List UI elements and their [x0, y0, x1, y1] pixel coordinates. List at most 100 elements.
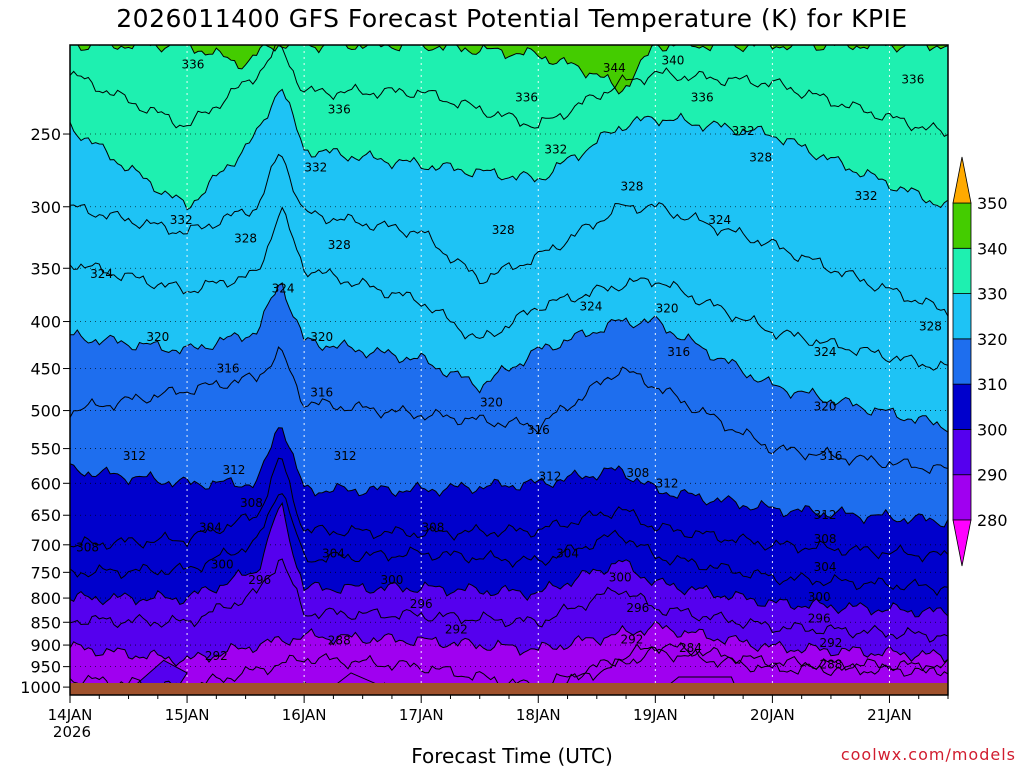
isentrope-316	[70, 346, 948, 475]
y-tick-label: 450	[30, 360, 61, 379]
y-tick-label: 750	[30, 563, 61, 582]
colorbar-segment	[952, 383, 972, 430]
y-tick-label: 550	[30, 440, 61, 459]
contour-label: 324	[579, 299, 602, 313]
contour-label: 300	[380, 573, 403, 587]
grid-lines	[70, 45, 948, 695]
contour-label: 328	[234, 232, 257, 246]
contour-label: 308	[814, 532, 837, 546]
contour-label: 336	[901, 72, 924, 86]
x-tick-label: 16JAN	[282, 706, 327, 724]
contour-label: 284	[679, 641, 702, 655]
colorbar-segment	[952, 338, 972, 385]
contour-label: 336	[691, 90, 714, 104]
ground-surface	[70, 683, 948, 695]
contour-label: 320	[310, 330, 333, 344]
isentrope-304	[70, 493, 948, 597]
contour-label: 324	[90, 267, 113, 281]
contour-label: 320	[656, 301, 679, 315]
x-tick-label: 14JAN	[48, 706, 93, 724]
y-tick-label: 250	[30, 125, 61, 144]
contour-label: 312	[334, 449, 357, 463]
contour-label: 336	[515, 90, 538, 104]
colorbar-label: 350	[977, 194, 1008, 213]
y-tick-label: 700	[30, 536, 61, 555]
y-tick-label: 900	[30, 636, 61, 655]
contour-label: 296	[248, 573, 271, 587]
colorbar-segment	[952, 247, 972, 294]
isentrope-324	[70, 206, 948, 371]
isentrope-312	[70, 427, 948, 528]
contour-label: 328	[328, 238, 351, 252]
contour-label: 316	[527, 423, 550, 437]
contour-label: 308	[240, 496, 263, 510]
isentrope-296	[70, 558, 948, 643]
contour-label: 324	[708, 213, 731, 227]
y-tick-label: 300	[30, 198, 61, 217]
contour-label: 328	[919, 319, 942, 333]
contour-label: 312	[814, 508, 837, 522]
contour-label: 288	[328, 634, 351, 648]
x-tick-label: 21JAN	[867, 706, 912, 724]
y-axis: 250 300 350 400 450 500 550 600 650 700 750 800 850 9…	[20, 125, 70, 697]
contour-label: 292	[445, 623, 468, 637]
y-tick-label: 850	[30, 613, 61, 632]
isentrope-340	[70, 45, 948, 95]
isentrope-292	[70, 620, 948, 667]
y-tick-label: 950	[30, 658, 61, 677]
contour-label: 320	[480, 396, 503, 410]
isentrope-308	[70, 457, 948, 563]
contour-label: 292	[819, 636, 842, 650]
contour-label: 312	[123, 449, 146, 463]
band-above-332	[70, 45, 948, 210]
colorbar-segment	[952, 474, 972, 521]
isentrope-328	[70, 153, 948, 317]
contour-label: 328	[620, 179, 643, 193]
band-above-340	[70, 45, 948, 94]
x-tick-year: 2026	[53, 723, 91, 741]
contour-label: 304	[556, 546, 579, 560]
x-tick-label: 15JAN	[165, 706, 210, 724]
isentrope-300	[70, 501, 948, 618]
contour-label: 344	[603, 61, 626, 75]
contour-label: 308	[421, 520, 444, 534]
x-tick-label: 20JAN	[750, 706, 795, 724]
y-tick-label: 400	[30, 313, 61, 332]
filled-contours	[70, 45, 948, 695]
source-credit[interactable]: coolwx.com/models	[840, 745, 1016, 764]
contour-label: 308	[626, 466, 649, 480]
colorbar-label: 310	[977, 375, 1008, 394]
colorbar-label: 290	[977, 466, 1008, 485]
colorbar-extend-top	[952, 156, 972, 204]
x-tick-label: 17JAN	[399, 706, 444, 724]
contour-label: 292	[205, 649, 228, 663]
contour-label: 324	[272, 281, 295, 295]
colorbar-segment	[952, 429, 972, 476]
contour-label: 316	[310, 386, 333, 400]
contour-label: 312	[539, 470, 562, 484]
contour-label: 332	[855, 189, 878, 203]
contour-label: 332	[732, 124, 755, 138]
colorbar-extend-bottom	[952, 519, 972, 567]
y-tick-label: 500	[30, 402, 61, 421]
contour-label: 300	[211, 557, 234, 571]
contour-labels: 336 336 336 344 340 336 336 332 332 332 328 328 332 3…	[76, 54, 942, 672]
contour-label: 332	[544, 143, 567, 157]
contour-label: 296	[410, 597, 433, 611]
colorbar-label: 330	[977, 285, 1008, 304]
y-tick-label: 1000	[20, 678, 61, 697]
contour-label: 312	[222, 463, 245, 477]
colorbar-label: 320	[977, 330, 1008, 349]
y-tick-label: 800	[30, 589, 61, 608]
contour-label: 288	[819, 658, 842, 672]
contour-label: 320	[814, 400, 837, 414]
y-tick-label: 600	[30, 474, 61, 493]
contour-label: 332	[304, 161, 327, 175]
contour-label: 336	[328, 102, 351, 116]
x-tick-label: 18JAN	[516, 706, 561, 724]
contour-label: 304	[322, 546, 345, 560]
isentrope-332	[70, 88, 948, 211]
surface-strip	[70, 683, 948, 695]
